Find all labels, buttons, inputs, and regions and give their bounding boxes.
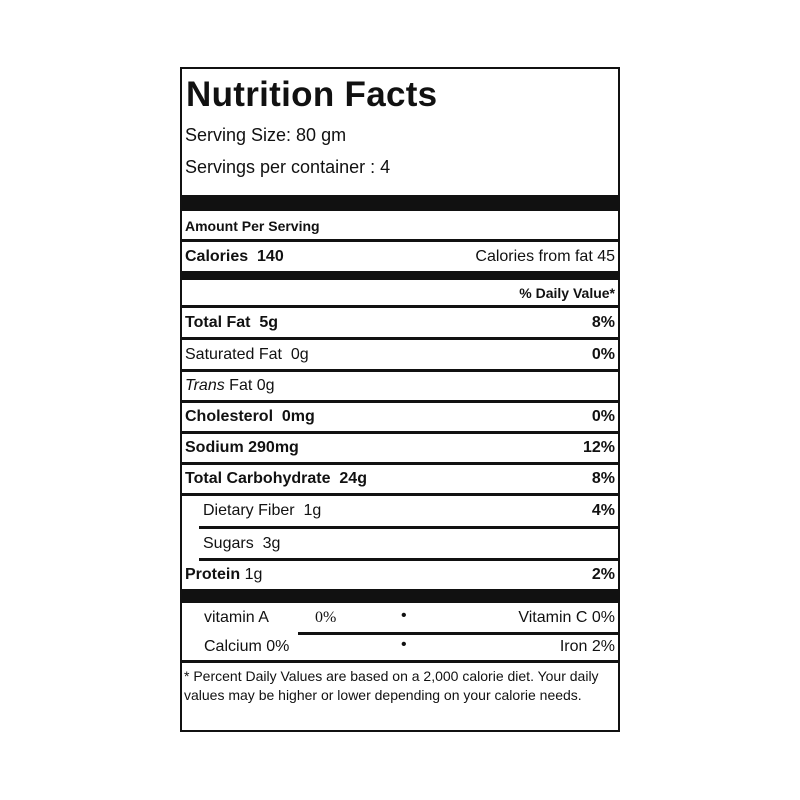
nutrient-name: Sodium [185,439,244,456]
nutrient-amount: 3g [262,534,281,552]
nutrient-amount: Fat 0g [229,377,275,394]
nutrient-row-protein: Protein 1g 2% [185,561,615,589]
bullet: • [401,607,407,624]
footnote: * Percent Daily Values are based on a 2,… [184,668,599,703]
nutrient-amount: 0mg [281,408,315,425]
nutrient-name: Cholesterol [185,408,274,425]
divider [199,558,618,561]
divider [298,632,618,635]
nutrient-dv: 8% [591,470,615,487]
nutrient-row-total-fat: Total Fat 5g 8% [185,308,615,337]
nutrient-row-saturated-fat: Saturated Fat 0g 0% [185,340,615,369]
calcium: Calcium 0% [204,638,290,655]
nutrient-row-sodium: Sodium 290mg 12% [185,434,615,462]
calories-label: Calories 140 [185,247,284,265]
nutrient-amount: 0g [290,345,309,363]
thick-divider [182,589,618,603]
divider [182,660,618,663]
divider [182,239,618,242]
nutrient-amount: 290mg [248,439,299,456]
nutrient-dv: 4% [591,502,615,519]
divider [199,526,618,529]
nutrient-dv: 0% [591,345,615,363]
nutrient-name: Saturated Fat [185,345,282,363]
vitamin-a-label: vitamin A [204,609,269,626]
nutrient-dv: 2% [591,566,615,583]
title: Nutrition Facts [186,75,438,114]
nutrient-name: Trans [185,377,225,394]
nutrient-row-dietary-fiber: Dietary Fiber 1g 4% [185,496,615,526]
divider [182,493,618,496]
iron: Iron 2% [559,638,615,655]
divider [182,337,618,340]
nutrient-dv: 0% [591,408,615,425]
nutrient-amount: 1g [244,566,263,583]
nutrient-row-trans-fat: Trans Fat 0g [185,372,615,400]
divider [182,369,618,372]
daily-value-header-label: % Daily Value* [519,284,615,301]
nutrient-dv: 12% [582,439,615,456]
divider [182,305,618,308]
nutrient-row-total-carbohydrate: Total Carbohydrate 24g 8% [185,465,615,493]
nutrient-name: Protein [185,566,241,583]
nutrient-name: Sugars [203,534,254,552]
bullet: • [401,636,407,653]
divider [182,400,618,403]
nutrient-name: Dietary Fiber [203,502,295,519]
nutrient-amount: 5g [259,313,279,331]
calories-row: Calories 140 Calories from fat 45 [185,242,615,271]
nutrient-name: Total Fat [185,313,251,331]
divider [182,431,618,434]
nutrient-row-cholesterol: Cholesterol 0mg 0% [185,403,615,431]
vitamin-a-value: 0% [315,609,337,626]
amount-per-serving-label: Amount Per Serving [185,217,320,234]
thick-divider [182,195,618,211]
serving-size: Serving Size: 80 gm [185,125,347,145]
divider [182,462,618,465]
medium-divider [182,271,618,280]
nutrient-amount: 24g [339,470,367,487]
amount-per-serving: Amount Per Serving [185,212,615,239]
servings-per-container: Servings per container : 4 [185,157,391,177]
nutrient-row-sugars: Sugars 3g [185,529,615,558]
vitamin-c: Vitamin C 0% [518,609,615,626]
nutrient-name: Total Carbohydrate [185,470,331,487]
nutrient-amount: 1g [303,502,322,519]
nutrient-dv: 8% [591,313,615,331]
calories-from-fat: Calories from fat 45 [475,247,615,265]
nutrition-facts-label: Nutrition Facts Serving Size: 80 gm Serv… [180,67,620,732]
daily-value-header: % Daily Value* [185,280,615,305]
